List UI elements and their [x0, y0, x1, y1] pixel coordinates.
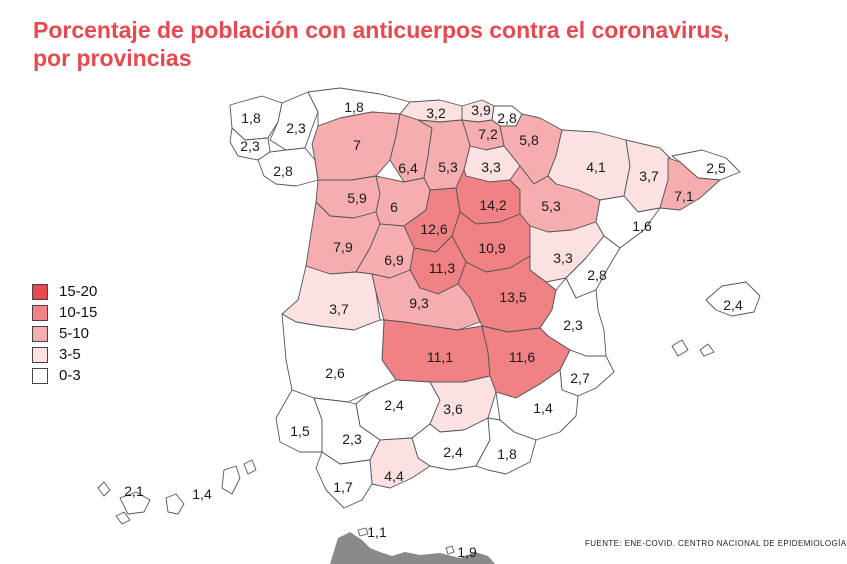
province-value-cordoba: 2,4	[384, 397, 404, 413]
legend-swatch	[32, 325, 48, 342]
legend-swatch	[32, 304, 48, 321]
map-title-line-2: por provincias	[33, 45, 192, 71]
province-value-almeria: 1,8	[497, 446, 517, 462]
legend-swatch	[32, 283, 48, 300]
province-value-girona: 2,5	[706, 160, 726, 176]
province-cadiz	[315, 451, 373, 509]
province-value-bizkaia: 3,9	[471, 102, 491, 118]
province-value-zamora: 5,9	[347, 190, 367, 206]
map-title: Porcentaje de población con anticuerpos …	[33, 16, 813, 72]
province-baleares	[671, 281, 761, 357]
province-value-palencia: 6,4	[398, 160, 418, 176]
province-value-guadalajara: 10,9	[478, 240, 505, 256]
legend-label: 10-15	[59, 304, 98, 321]
legend-item: 5-10	[32, 324, 97, 343]
legend-item: 15-20	[32, 282, 97, 301]
legend: 15-20 10-15 5-10 3-5 0-3	[32, 282, 97, 387]
province-value-valladolid: 6	[390, 199, 398, 215]
province-value-melilla: 1,9	[457, 544, 477, 560]
province-value-tarragona: 1,6	[632, 218, 652, 234]
province-value-alava: 7,2	[478, 126, 498, 142]
province-value-barcelona: 7,1	[674, 188, 694, 204]
province-value-soria: 14,2	[479, 197, 506, 213]
province-value-murcia: 1,4	[533, 400, 553, 416]
province-value-lleida: 3,7	[639, 168, 659, 184]
legend-swatch	[32, 346, 48, 363]
legend-item: 0-3	[32, 366, 97, 385]
legend-label: 15-20	[59, 283, 98, 300]
province-barcelona	[659, 157, 721, 211]
province-caceres	[281, 265, 381, 331]
legend-label: 0-3	[59, 367, 81, 384]
province-melilla	[445, 545, 455, 555]
province-value-pontevedra-ourense: 2,8	[273, 163, 293, 179]
province-value-caceres: 3,7	[329, 301, 349, 317]
province-value-huelva: 1,5	[290, 423, 310, 439]
province-value-ceuta: 1,1	[367, 524, 387, 540]
province-value-coruna-s: 2,3	[240, 138, 260, 154]
province-santa-cruz-tenerife	[97, 481, 151, 525]
province-value-navarra: 5,8	[519, 132, 539, 148]
province-value-granada: 2,4	[443, 444, 463, 460]
province-value-teruel: 3,3	[553, 250, 573, 266]
morocco-landmass	[330, 532, 495, 564]
province-value-segovia: 12,6	[420, 221, 447, 237]
province-value-burgos: 5,3	[438, 159, 458, 175]
province-value-sevilla: 2,3	[342, 431, 362, 447]
province-value-las-palmas: 1,4	[192, 486, 212, 502]
legend-item: 10-15	[32, 303, 97, 322]
province-value-toledo: 9,3	[409, 295, 429, 311]
province-value-cadiz: 1,7	[333, 479, 353, 495]
province-value-gipuzkoa: 2,8	[497, 110, 517, 126]
province-value-leon: 7	[353, 137, 361, 153]
legend-item: 3-5	[32, 345, 97, 364]
province-value-asturias: 1,8	[344, 99, 364, 115]
province-ceuta	[357, 527, 369, 537]
province-value-malaga: 4,4	[384, 468, 404, 484]
province-value-jaen: 3,6	[443, 401, 463, 417]
province-value-castellon: 2,8	[587, 267, 607, 283]
province-value-avila: 6,9	[384, 252, 404, 268]
map-title-line-1: Porcentaje de población con anticuerpos …	[33, 17, 730, 43]
province-malaga	[369, 437, 431, 489]
province-value-alicante: 2,7	[570, 370, 590, 386]
province-leon	[311, 111, 401, 181]
province-value-valencia: 2,3	[563, 317, 583, 333]
province-value-zaragoza: 5,3	[541, 198, 561, 214]
legend-label: 3-5	[59, 346, 81, 363]
legend-swatch	[32, 367, 48, 384]
province-value-cantabria: 3,2	[426, 105, 446, 121]
province-value-baleares: 2,4	[723, 297, 743, 313]
province-value-salamanca: 7,9	[333, 239, 353, 255]
province-las-palmas	[165, 459, 257, 515]
province-value-santa-cruz-tenerife: 2,1	[124, 483, 144, 499]
province-value-badajoz: 2,6	[325, 365, 345, 381]
legend-label: 5-10	[59, 325, 90, 342]
province-value-huesca: 4,1	[586, 159, 606, 175]
province-value-lugo: 2,3	[286, 120, 306, 136]
province-value-albacete: 11,6	[509, 349, 535, 365]
province-value-lugo-coruna-n: 1,8	[241, 110, 261, 126]
province-value-cuenca: 13,5	[499, 289, 526, 305]
province-value-la-rioja: 3,3	[481, 159, 501, 175]
province-almeria	[475, 417, 537, 475]
province-value-madrid: 11,3	[429, 260, 455, 276]
source-note: Fuente: ENE-COVID. Centro Nacional de Ep…	[585, 539, 847, 548]
province-value-ciudad-real: 11,1	[427, 349, 453, 365]
